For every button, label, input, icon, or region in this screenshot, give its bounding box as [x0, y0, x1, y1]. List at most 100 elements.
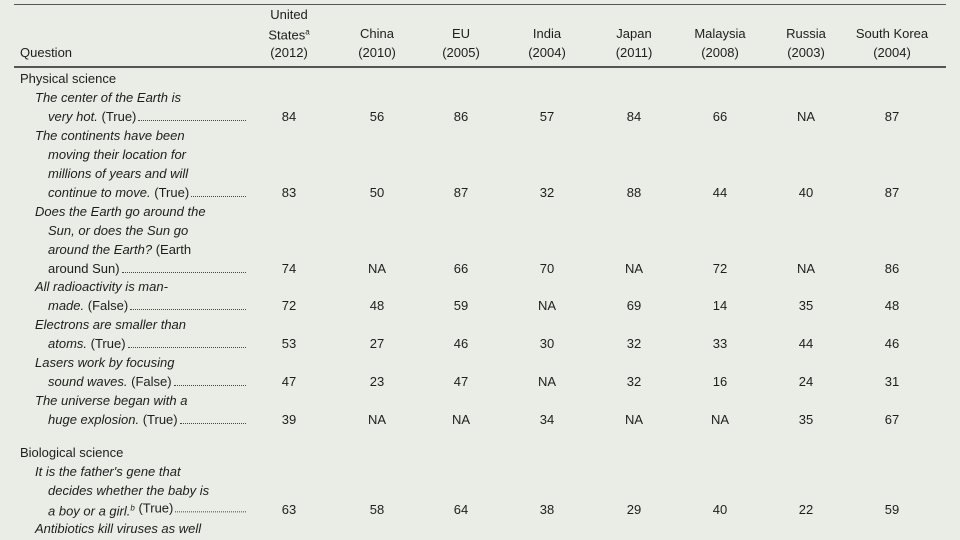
cell-value: 64 — [453, 501, 469, 517]
answer: around Sun) — [48, 260, 120, 276]
cell-value: 40 — [798, 184, 814, 200]
question-line: Sun, or does the Sun go — [48, 222, 189, 238]
question-text: made. — [48, 298, 85, 314]
cell-value: 84 — [281, 108, 297, 124]
cell-value: 31 — [884, 374, 900, 390]
answer: (Earth — [155, 241, 192, 257]
question-line: Lasers work by focusing — [35, 355, 175, 371]
cell-value: 58 — [369, 501, 385, 517]
question-line: atoms. (True) — [48, 336, 246, 352]
question-text: around the Earth? — [48, 241, 153, 257]
cell-value: 59 — [884, 501, 900, 517]
cell-value: 32 — [626, 374, 642, 390]
header-rule — [14, 66, 946, 68]
cell-value: 66 — [453, 260, 469, 276]
question-text: continue to move. — [48, 184, 151, 200]
answer: (False) — [87, 298, 129, 314]
country-name: Japan — [616, 26, 652, 41]
cell-value: 86 — [884, 260, 900, 276]
question-line: moving their location for — [48, 146, 187, 162]
cell-value: 72 — [281, 298, 297, 314]
cell-value: 40 — [712, 501, 728, 517]
country-year: (2004) — [528, 45, 566, 60]
country-year: (2010) — [358, 45, 396, 60]
cell-value: NA — [537, 298, 557, 314]
answer: (True) — [142, 412, 178, 428]
question-line: Does the Earth go around the — [35, 203, 206, 219]
leader — [138, 109, 246, 121]
cell-value: 35 — [798, 412, 814, 428]
cell-value: NA — [624, 260, 644, 276]
cell-value: 72 — [712, 260, 728, 276]
cell-value: 69 — [626, 298, 642, 314]
answer: (True) — [101, 108, 137, 124]
cell-value: 29 — [626, 501, 642, 517]
country-name: Statesa — [268, 27, 310, 43]
question-line: Antibiotics kill viruses as well — [35, 520, 202, 536]
cell-value: 22 — [798, 501, 814, 517]
country-name: EU — [451, 26, 471, 41]
question-line: a boy or a girl.b (True) — [48, 500, 246, 519]
question-line: around the Earth? (Earth — [48, 242, 191, 258]
cell-value: 44 — [712, 184, 728, 200]
cell-value: NA — [796, 108, 816, 124]
cell-value: 47 — [453, 374, 469, 390]
cell-value: 32 — [539, 184, 555, 200]
cell-value: 67 — [884, 412, 900, 428]
cell-value: 74 — [281, 260, 297, 276]
answer: (True) — [138, 500, 174, 516]
country-year: (2004) — [873, 45, 911, 60]
cell-value: 24 — [798, 374, 814, 390]
country-name: Malaysia — [694, 26, 746, 41]
cell-value: NA — [367, 260, 387, 276]
cell-value: 53 — [281, 336, 297, 352]
cell-value: 35 — [798, 298, 814, 314]
cell-value: 87 — [453, 184, 469, 200]
question-line: The continents have been — [35, 127, 185, 143]
question-line: continue to move. (True) — [48, 185, 246, 201]
cell-value: 84 — [626, 108, 642, 124]
leader — [127, 336, 246, 349]
cell-value: NA — [624, 412, 644, 428]
cell-value: 56 — [369, 108, 385, 124]
question-line: Electrons are smaller than — [35, 317, 187, 333]
question-line: The universe began with a — [35, 393, 188, 409]
cell-value: NA — [710, 412, 730, 428]
question-text: sound waves. — [48, 374, 128, 390]
question-line: It is the father's gene that — [35, 464, 181, 479]
question-line: decides whether the baby is — [48, 482, 210, 498]
cell-value: 87 — [884, 184, 900, 200]
answer: (False) — [131, 374, 172, 390]
question-line: millions of years and will — [48, 165, 189, 181]
cell-value: 34 — [539, 412, 555, 428]
country-name: Russia — [786, 26, 826, 41]
question-line: very hot. (True) — [48, 109, 246, 125]
question-text: huge explosion. — [48, 412, 140, 428]
cell-value: 59 — [453, 298, 469, 314]
cell-value: 48 — [884, 298, 900, 314]
cell-value: 23 — [369, 374, 385, 390]
answer: (True) — [90, 336, 126, 352]
cell-value: 57 — [539, 108, 555, 124]
question-text: very hot. — [48, 108, 98, 124]
leader — [130, 298, 246, 311]
question-line: sound waves. (False) — [48, 374, 246, 390]
question-text: atoms. — [48, 336, 88, 352]
leader — [175, 500, 246, 513]
cell-value: NA — [367, 412, 387, 428]
section-title: Physical science — [20, 71, 117, 86]
cell-value: 47 — [281, 374, 297, 390]
leader — [121, 261, 246, 273]
country-year: (2012) — [270, 45, 308, 60]
cell-value: 30 — [539, 336, 555, 352]
leader — [179, 412, 246, 425]
cell-value: 39 — [281, 412, 297, 428]
cell-value: 86 — [453, 108, 469, 124]
question-text: a boy or a girl.b — [48, 503, 135, 519]
cell-value: 33 — [712, 336, 728, 352]
cell-value: 48 — [369, 298, 385, 314]
top-rule — [14, 4, 946, 5]
question-line: huge explosion. (True) — [48, 412, 246, 428]
country-year: (2008) — [701, 45, 739, 60]
